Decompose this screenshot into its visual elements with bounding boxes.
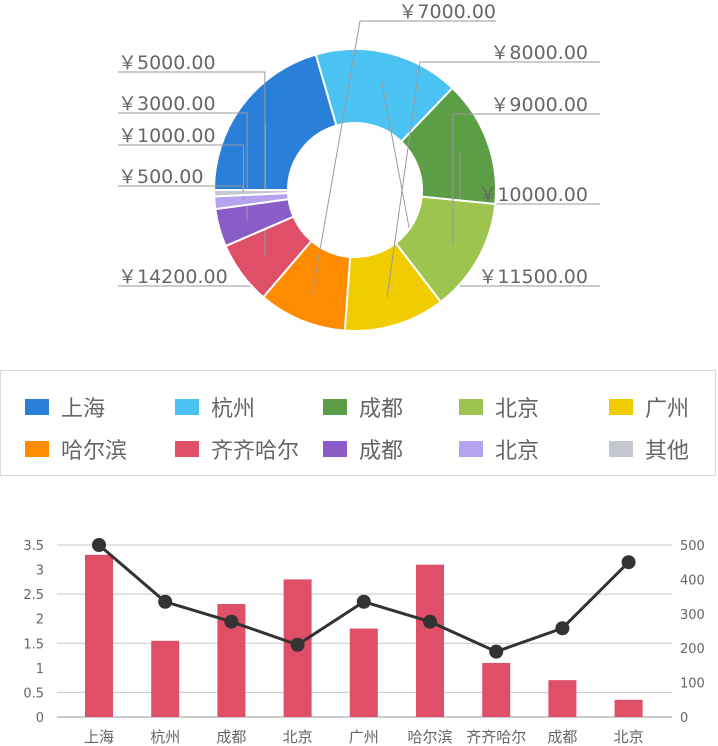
legend-item[interactable]: 北京: [459, 392, 539, 422]
left-axis-tick: 0.5: [23, 686, 44, 701]
slice-value-label: ￥14200.00: [118, 266, 228, 288]
line-point[interactable]: [423, 614, 437, 629]
legend-item[interactable]: 其他: [609, 434, 689, 464]
legend-swatch: [609, 399, 633, 415]
combo-chart: 0 0.5 1 1.5 2 2.5 3 3.5 0 100 200 300 400 500 上海 杭州 成都 北京…: [23, 538, 705, 746]
slice-value-label: ￥8000.00: [490, 42, 588, 64]
x-axis-tick: 成都: [547, 728, 577, 746]
left-axis-tick: 3.5: [23, 539, 44, 554]
bar[interactable]: [349, 628, 378, 717]
slice-value-label: ￥3000.00: [118, 93, 216, 115]
slice-value-label: ￥500.00: [118, 166, 203, 188]
legend-label: 成都: [359, 397, 404, 422]
legend: 上海 杭州 成都 北京 广州 哈尔滨 齐齐哈尔 成都 北京 其他: [0, 370, 716, 476]
right-axis-tick: 100: [680, 677, 705, 692]
line-point[interactable]: [290, 637, 305, 652]
legend-label: 哈尔滨: [61, 439, 128, 464]
right-axis-tick: 0: [680, 711, 688, 726]
line-point[interactable]: [158, 594, 173, 609]
slice-value-label: ￥11500.00: [478, 266, 588, 288]
legend-item[interactable]: 齐齐哈尔: [175, 434, 299, 464]
legend-label: 杭州: [211, 397, 256, 422]
line-point[interactable]: [555, 621, 570, 636]
legend-label: 齐齐哈尔: [211, 439, 300, 464]
legend-item[interactable]: 广州: [609, 392, 689, 422]
leader-line: [118, 185, 244, 193]
leader-line: [311, 20, 496, 294]
line-point[interactable]: [356, 594, 371, 609]
legend-swatch: [459, 399, 483, 415]
legend-item[interactable]: 上海: [25, 392, 105, 422]
legend-label: 北京: [495, 439, 540, 464]
legend-label: 北京: [495, 397, 540, 422]
left-axis-tick: 1: [36, 662, 44, 677]
slice-value-label: ￥9000.00: [490, 94, 588, 116]
legend-swatch: [175, 441, 199, 457]
right-axis-tick: 300: [680, 608, 705, 623]
left-axis-tick: 2: [36, 613, 44, 628]
slice-value-label: ￥10000.00: [478, 184, 588, 206]
line-point[interactable]: [489, 644, 504, 659]
legend-item[interactable]: 哈尔滨: [25, 434, 127, 464]
legend-swatch: [25, 441, 49, 457]
slice-value-label: ￥5000.00: [118, 52, 216, 74]
right-axis-tick: 200: [680, 642, 705, 657]
x-axis-tick: 成都: [216, 728, 246, 746]
legend-swatch: [459, 441, 483, 457]
x-axis-tick: 北京: [283, 728, 313, 746]
leader-line: [386, 61, 600, 298]
right-axis-tick: 500: [680, 539, 705, 554]
legend-item[interactable]: 北京: [459, 434, 539, 464]
donut-slice[interactable]: [212, 189, 290, 198]
legend-label: 成都: [359, 439, 404, 464]
donut-chart: ￥14200.00 ￥11500.00 ￥10000.00 ￥9000.00 ￥8000…: [118, 1, 600, 332]
line-point[interactable]: [621, 555, 636, 570]
left-axis-tick: 2.5: [23, 588, 44, 603]
legend-item[interactable]: 成都: [323, 434, 403, 464]
right-axis-tick: 400: [680, 573, 705, 588]
bar[interactable]: [416, 564, 444, 717]
line-point[interactable]: [92, 538, 106, 552]
legend-swatch: [25, 399, 49, 415]
leader-line: [118, 112, 248, 221]
legend-swatch: [609, 441, 633, 457]
bar[interactable]: [85, 554, 113, 717]
left-axis-tick: 0: [36, 711, 44, 726]
legend-swatch: [323, 441, 347, 457]
x-axis-tick: 杭州: [150, 728, 180, 746]
legend-label: 上海: [61, 397, 106, 422]
line-point[interactable]: [224, 614, 239, 629]
x-axis-tick: 广州: [349, 728, 379, 746]
bar[interactable]: [614, 699, 643, 717]
legend-swatch: [175, 399, 199, 415]
leader-line: [452, 113, 600, 245]
legend-item[interactable]: 成都: [323, 392, 403, 422]
donut-slice[interactable]: [212, 53, 338, 191]
left-axis-tick: 3: [36, 564, 44, 579]
x-axis-tick: 北京: [614, 728, 644, 746]
slice-value-label: ￥7000.00: [398, 1, 496, 23]
legend-label: 广州: [645, 397, 690, 422]
x-axis-tick: 上海: [84, 728, 114, 746]
slice-value-label: ￥1000.00: [118, 125, 216, 147]
x-axis-tick: 齐齐哈尔: [466, 728, 526, 746]
left-axis-tick: 1.5: [23, 637, 44, 652]
legend-swatch: [323, 399, 347, 415]
x-axis-tick: 哈尔滨: [407, 728, 452, 746]
bar[interactable]: [151, 640, 180, 717]
bar[interactable]: [482, 662, 511, 717]
legend-label: 其他: [645, 439, 690, 464]
leader-line: [118, 144, 244, 201]
legend-item[interactable]: 杭州: [175, 392, 255, 422]
bar[interactable]: [548, 680, 577, 717]
